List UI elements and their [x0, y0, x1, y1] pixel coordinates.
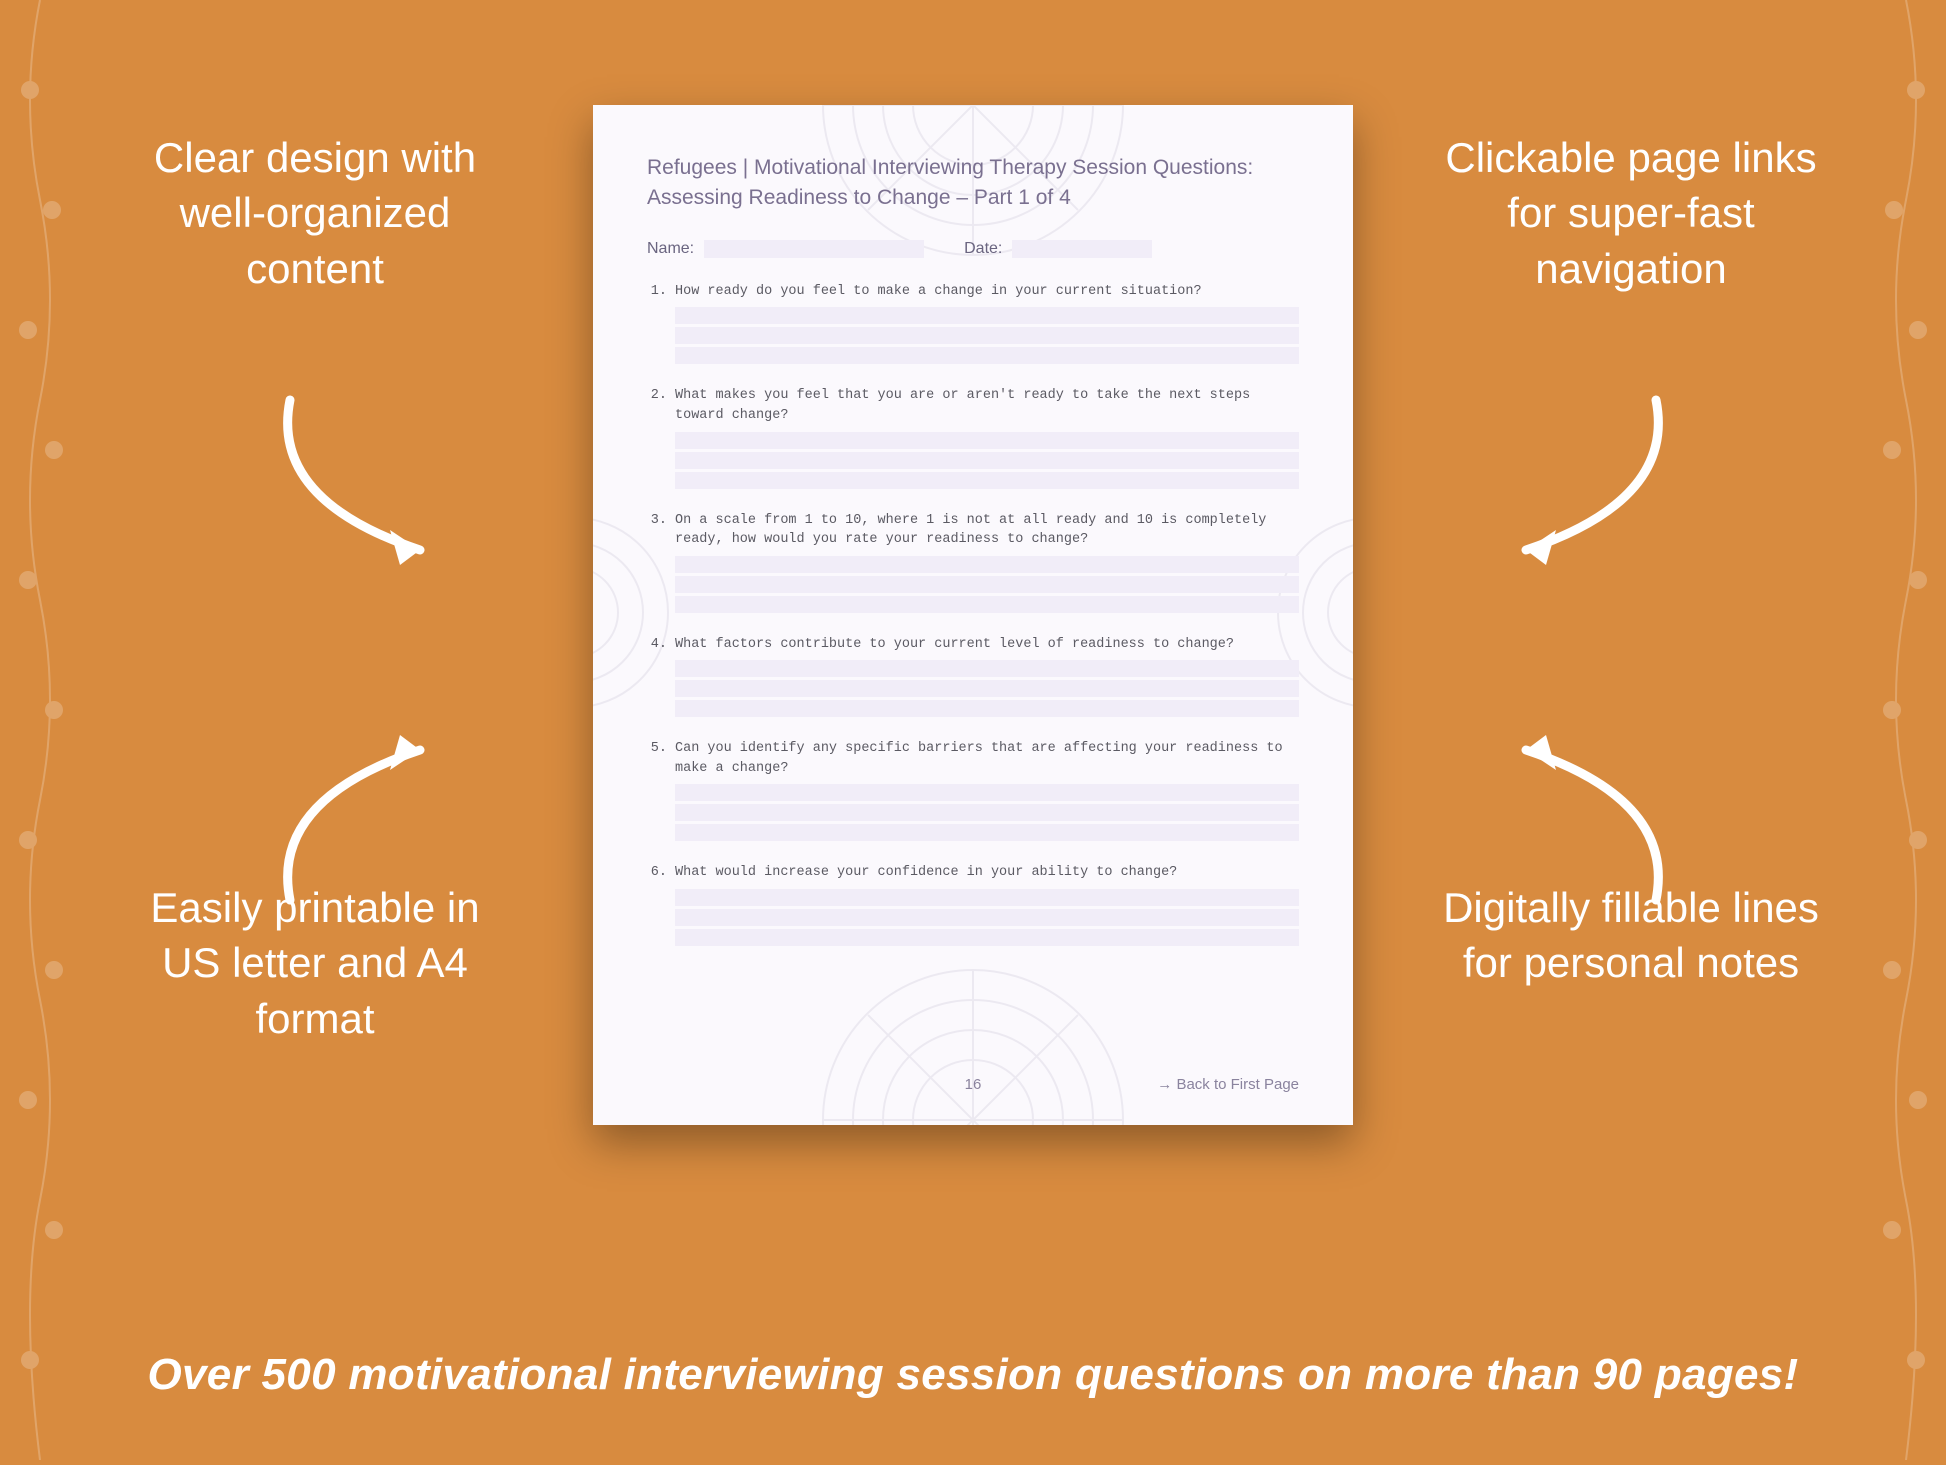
answer-line[interactable]: [675, 700, 1299, 717]
answer-line[interactable]: [675, 784, 1299, 801]
question-text: How ready do you feel to make a change i…: [675, 282, 1202, 302]
worksheet-title: Refugees | Motivational Interviewing The…: [647, 153, 1299, 214]
answer-lines: [675, 307, 1299, 364]
date-field: Date:: [964, 240, 1152, 258]
floral-border-right: [1866, 0, 1946, 1460]
back-to-first-link[interactable]: → Back to First Page: [1157, 1076, 1299, 1093]
answer-lines: [675, 660, 1299, 717]
date-input-line[interactable]: [1012, 240, 1152, 258]
question-text: On a scale from 1 to 10, where 1 is not …: [675, 511, 1299, 550]
callout-bottom-right: Digitally fillable lines for personal no…: [1436, 880, 1826, 991]
date-label: Date:: [964, 240, 1002, 258]
question-number: 5.: [647, 739, 667, 778]
answer-line[interactable]: [675, 824, 1299, 841]
question-number: 3.: [647, 511, 667, 550]
arrow-icon: [260, 380, 460, 580]
question-item: 5.Can you identify any specific barriers…: [647, 739, 1299, 841]
answer-line[interactable]: [675, 889, 1299, 906]
answer-line[interactable]: [675, 804, 1299, 821]
question-number: 1.: [647, 282, 667, 302]
worksheet-footer: 16 → Back to First Page: [647, 1076, 1299, 1093]
question-item: 1. How ready do you feel to make a change…: [647, 282, 1299, 365]
footer-tagline: Over 500 motivational interviewing sessi…: [0, 1350, 1946, 1400]
name-label: Name:: [647, 240, 694, 258]
answer-line[interactable]: [675, 452, 1299, 469]
name-field: Name:: [647, 240, 924, 258]
question-item: 4. What factors contribute to your curren…: [647, 635, 1299, 718]
callout-top-left: Clear design with well-organized content: [120, 130, 510, 296]
title-line-1: Refugees | Motivational Interviewing The…: [647, 153, 1299, 183]
answer-line[interactable]: [675, 660, 1299, 677]
question-text: Can you identify any specific barriers t…: [675, 739, 1299, 778]
page-number: 16: [965, 1076, 982, 1093]
question-item: 6. What would increase your confidence in…: [647, 863, 1299, 946]
question-text: What factors contribute to your current …: [675, 635, 1234, 655]
question-number: 6.: [647, 863, 667, 883]
question-item: 2.What makes you feel that you are or ar…: [647, 386, 1299, 488]
question-text: What makes you feel that you are or aren…: [675, 386, 1299, 425]
answer-line[interactable]: [675, 556, 1299, 573]
answer-line[interactable]: [675, 327, 1299, 344]
floral-border-left: [0, 0, 80, 1460]
answer-lines: [675, 432, 1299, 489]
question-item: 3.On a scale from 1 to 10, where 1 is no…: [647, 511, 1299, 613]
answer-lines: [675, 556, 1299, 613]
mandala-decoration: [813, 960, 1133, 1125]
question-text: What would increase your confidence in y…: [675, 863, 1177, 883]
answer-line[interactable]: [675, 929, 1299, 946]
arrow-icon: [1486, 380, 1686, 580]
answer-line[interactable]: [675, 596, 1299, 613]
answer-line[interactable]: [675, 347, 1299, 364]
questions-list: 1. How ready do you feel to make a change…: [647, 282, 1299, 946]
worksheet-meta: Name: Date:: [647, 240, 1299, 258]
question-number: 4.: [647, 635, 667, 655]
name-input-line[interactable]: [704, 240, 924, 258]
answer-lines: [675, 784, 1299, 841]
answer-line[interactable]: [675, 307, 1299, 324]
question-number: 2.: [647, 386, 667, 425]
answer-line[interactable]: [675, 576, 1299, 593]
callout-bottom-left: Easily printable in US letter and A4 for…: [120, 880, 510, 1046]
answer-line[interactable]: [675, 909, 1299, 926]
answer-line[interactable]: [675, 472, 1299, 489]
callout-top-right: Clickable page links for super-fast navi…: [1436, 130, 1826, 296]
answer-lines: [675, 889, 1299, 946]
worksheet-page: Refugees | Motivational Interviewing The…: [593, 105, 1353, 1125]
answer-line[interactable]: [675, 680, 1299, 697]
title-line-2: Assessing Readiness to Change – Part 1 o…: [647, 183, 1299, 213]
answer-line[interactable]: [675, 432, 1299, 449]
